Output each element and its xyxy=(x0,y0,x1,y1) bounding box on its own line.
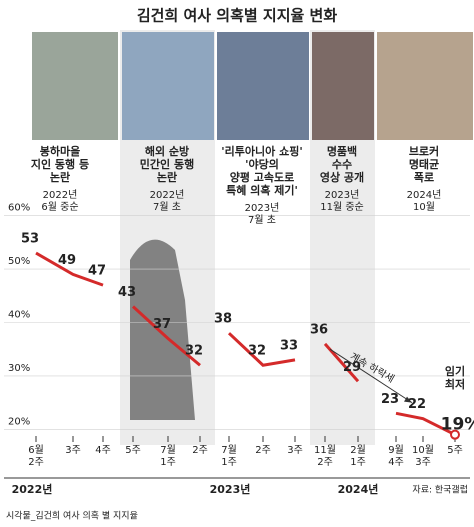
date: 2022년 xyxy=(43,189,78,201)
data-label: 23 xyxy=(381,392,399,407)
date: 2024년 xyxy=(407,189,442,201)
date: 11월 중순 xyxy=(320,201,364,213)
year-label: 2022년 xyxy=(12,482,53,496)
date: 2023년 xyxy=(245,202,280,214)
caption: 논란 xyxy=(50,170,70,184)
annotation: 임기 최저 xyxy=(445,364,465,391)
caption: 명품백 xyxy=(327,144,357,158)
y-tick-label: 30% xyxy=(8,363,30,374)
y-tick-label: 50% xyxy=(8,256,30,267)
x-tick-label: 4주 xyxy=(95,445,111,456)
caption: 브로커 xyxy=(409,144,439,158)
photo xyxy=(32,32,118,140)
caption: '리투아니아 쇼핑' xyxy=(221,144,302,158)
caption: 해외 순방 xyxy=(145,144,189,158)
data-label: 29 xyxy=(343,360,361,375)
chart-title: 김건희 여사 의혹별 지지율 변화 xyxy=(137,7,337,25)
line xyxy=(395,411,456,437)
x-tick-label: 10월 3주 xyxy=(412,444,434,468)
x-tick-label: 3주 xyxy=(65,445,81,456)
end-point xyxy=(450,429,460,440)
data-label: 32 xyxy=(248,344,266,359)
caption: 수수 xyxy=(332,158,352,171)
data-label: 19% xyxy=(441,415,474,435)
caption: 특혜 의혹 제기' xyxy=(226,183,298,197)
caption: '야당의 xyxy=(245,157,279,171)
data-label: 33 xyxy=(280,338,298,353)
data-label: 38 xyxy=(214,312,232,327)
y-tick-label: 40% xyxy=(8,310,30,321)
caption: 논란 xyxy=(157,170,177,184)
year-label: 2023년 xyxy=(210,482,251,496)
photo-cutout xyxy=(130,239,195,420)
photo xyxy=(312,32,374,140)
caption: 명태균 xyxy=(409,157,439,171)
x-tick-label: 5주 xyxy=(447,445,463,456)
x-tick-label: 6월 2주 xyxy=(28,444,44,468)
data-label: 37 xyxy=(153,317,171,332)
caption: 폭로 xyxy=(414,171,434,184)
line xyxy=(131,305,201,367)
y-tick-label: 20% xyxy=(8,416,30,427)
x-tick-label: 9월 4주 xyxy=(388,444,404,468)
date: 6월 중순 xyxy=(41,201,78,213)
x-tick-label: 2주 xyxy=(192,445,208,456)
y-tick-label: 60% xyxy=(8,203,30,214)
caption: 양평 고속도로 xyxy=(230,170,295,184)
caption: 봉하마을 xyxy=(40,144,80,158)
x-tick-label: 7월 1주 xyxy=(221,444,237,468)
date: 10월 xyxy=(413,201,435,213)
x-tick-label: 5주 xyxy=(125,445,141,456)
footer: 시각물_김건희 여사 의혹 별 지지율 xyxy=(6,510,138,522)
source: 자료: 한국갤럽 xyxy=(412,484,468,496)
photo xyxy=(377,32,473,140)
x-tick-label: 11월 2주 xyxy=(314,444,336,468)
x-tick-label: 2월 1주 xyxy=(350,444,366,468)
data-label: 36 xyxy=(310,322,328,337)
date: 7월 초 xyxy=(153,201,181,213)
x-tick-label: 2주 xyxy=(255,445,271,456)
data-label: 47 xyxy=(88,264,106,279)
year-label: 2024년 xyxy=(338,482,379,496)
data-label: 43 xyxy=(118,285,136,300)
arrow-head xyxy=(404,396,412,403)
x-tick-label: 7월 1주 xyxy=(160,444,176,468)
photo xyxy=(217,32,309,140)
line xyxy=(35,251,104,287)
data-label: 22 xyxy=(408,397,426,412)
date: 2023년 xyxy=(325,189,360,201)
data-label: 49 xyxy=(58,253,76,268)
caption: 영상 공개 xyxy=(320,170,364,184)
line xyxy=(227,332,296,367)
trend-arrow xyxy=(329,348,413,404)
x-tick-label: 3주 xyxy=(287,445,303,456)
data-label: 53 xyxy=(21,232,39,247)
caption: 지인 동행 등 xyxy=(31,157,89,171)
date: 2022년 xyxy=(150,189,185,201)
data-label: 32 xyxy=(185,344,203,359)
photo xyxy=(122,32,214,140)
date: 7월 초 xyxy=(248,214,276,226)
caption: 민간인 동행 xyxy=(140,157,194,171)
